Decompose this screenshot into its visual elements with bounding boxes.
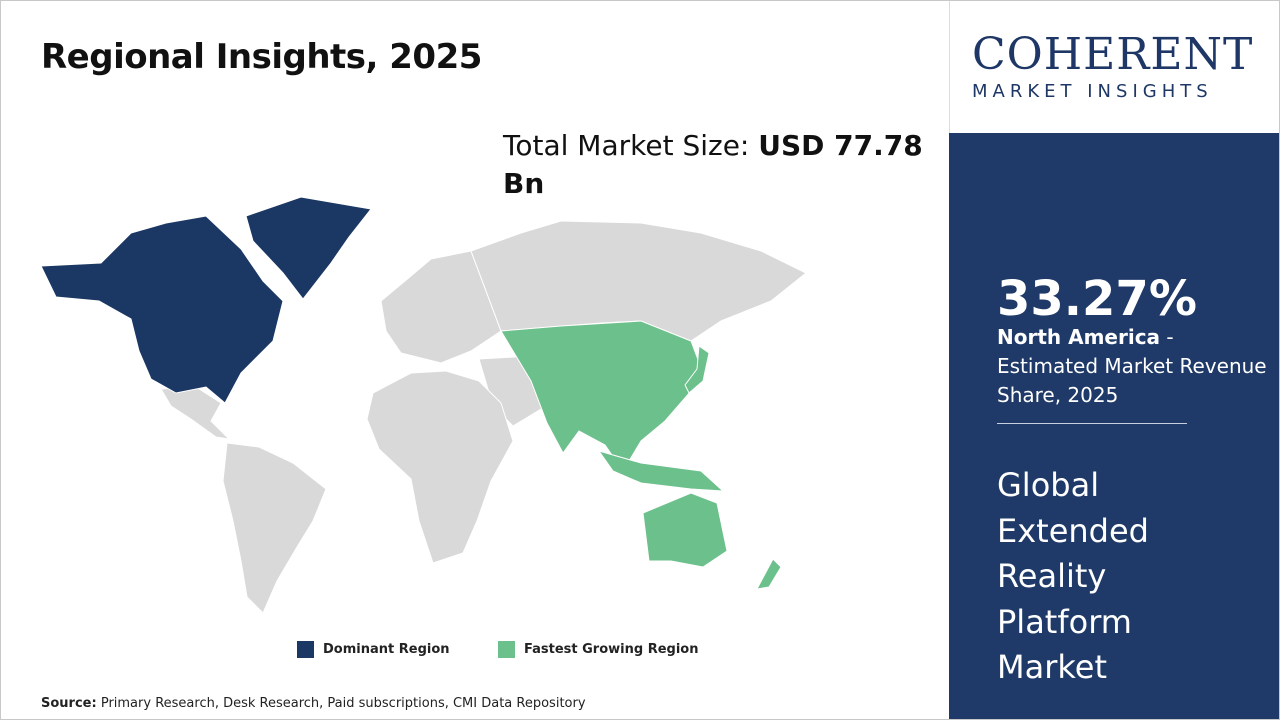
page-title: Regional Insights, 2025 (41, 37, 482, 77)
map-greenland (245, 196, 372, 300)
share-text: - Estimated Market Revenue Share, 2025 (997, 325, 1267, 407)
logo-tagline: MARKET INSIGHTS (972, 81, 1213, 102)
logo: COHERENT MARKET INSIGHTS (949, 1, 1279, 133)
legend-swatch (297, 641, 314, 658)
map-asia (500, 320, 704, 472)
market-name: Global Extended Reality Platform Market (997, 466, 1149, 686)
map-europe (380, 250, 502, 364)
legend-swatch (498, 641, 515, 658)
map-north-america (40, 215, 284, 404)
map-africa (366, 370, 514, 564)
map-south-america (222, 442, 327, 614)
legend-label: Dominant Region (323, 642, 450, 657)
map-new-zealand (756, 558, 782, 590)
world-map (40, 196, 807, 614)
logo-name: COHERENT (972, 29, 1254, 80)
source-label: Source: (41, 696, 97, 711)
market-size-value: USD 77.78 Bn (503, 129, 923, 200)
legend-fastest: Fastest Growing Region (498, 641, 698, 658)
map-regions (40, 196, 807, 614)
map-japan (684, 345, 710, 394)
share-description: North America - Estimated Market Revenue… (997, 323, 1277, 410)
market-size-label: Total Market Size: (503, 129, 750, 162)
share-value: 33.27% (997, 271, 1197, 327)
source-text: Primary Research, Desk Research, Paid su… (100, 696, 586, 711)
market-size: Total Market Size: USD 77.78 Bn (503, 127, 923, 203)
map-central-america (160, 386, 231, 440)
source: Source: Primary Research, Desk Research,… (41, 696, 586, 711)
share-region: North America (997, 325, 1161, 349)
legend-dominant: Dominant Region (297, 641, 450, 658)
map-indonesia (597, 450, 725, 492)
map-australia (642, 492, 728, 568)
divider (997, 423, 1187, 424)
legend-label: Fastest Growing Region (524, 642, 699, 657)
sidebar: COHERENT MARKET INSIGHTS 33.27% North Am… (949, 1, 1279, 719)
sidebar-panel: 33.27% North America - Estimated Market … (949, 133, 1279, 719)
